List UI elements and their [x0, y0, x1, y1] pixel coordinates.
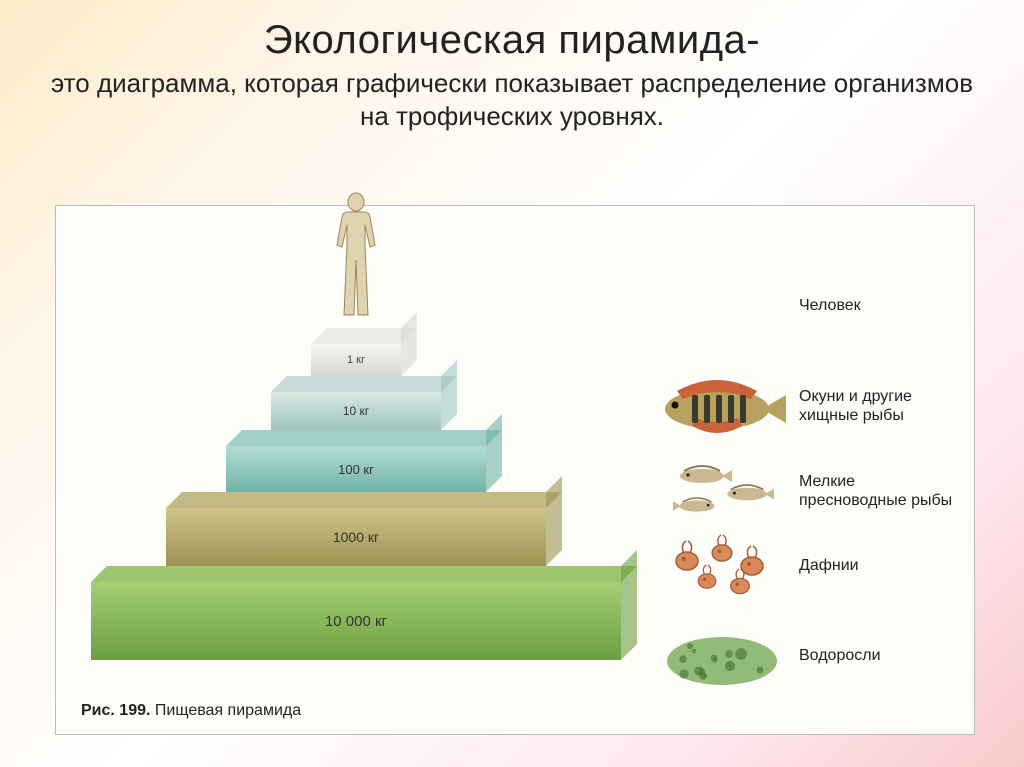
pyramid-tier-1: 10 кг — [271, 392, 441, 430]
tier-label: 100 кг — [226, 446, 486, 492]
page-subtitle: это диаграмма, которая графически показы… — [40, 67, 984, 132]
figure-caption: Рис. 199. Пищевая пирамида — [81, 702, 301, 720]
daphnia-icon — [644, 526, 799, 606]
figure-number: Рис. 199. — [81, 702, 150, 719]
level-row-1: Окуни и другие хищные рыбы — [644, 366, 954, 446]
tier-label: 10 000 кг — [91, 582, 621, 660]
level-label: Дафнии — [799, 556, 954, 575]
smallfish-icon — [644, 451, 799, 531]
pyramid-tier-2: 100 кг — [226, 446, 486, 492]
level-row-4: Водоросли — [644, 616, 954, 696]
level-label: Мелкие пресноводные рыбы — [799, 472, 954, 510]
algae-icon — [644, 616, 799, 696]
pyramid-tier-4: 10 000 кг — [91, 582, 621, 660]
level-labels: Человек Окуни и другие хищные рыбы Мелки… — [644, 226, 954, 686]
tier-label: 1 кг — [311, 344, 401, 376]
level-row-3: Дафнии — [644, 526, 954, 606]
pyramid-tier-0: 1 кг — [311, 344, 401, 376]
level-row-0: Человек — [644, 266, 954, 346]
figure-caption-text: Пищевая пирамида — [155, 702, 301, 719]
human-silhouette-icon — [331, 190, 381, 330]
page-title: Экологическая пирамида- — [40, 18, 984, 63]
tier-label: 1000 кг — [166, 508, 546, 566]
level-label: Человек — [799, 296, 954, 315]
level-row-2: Мелкие пресноводные рыбы — [644, 451, 954, 531]
perch-icon — [644, 366, 799, 446]
pyramid-diagram: 1 кг 10 кг 100 кг 1000 кг 10 000 кг — [76, 226, 636, 686]
level-label: Окуни и другие хищные рыбы — [799, 387, 954, 425]
figure-panel: 1 кг 10 кг 100 кг 1000 кг 10 000 кг Человек … — [55, 205, 975, 735]
level-label: Водоросли — [799, 646, 954, 665]
header-block: Экологическая пирамида- это диаграмма, к… — [0, 0, 1024, 142]
pyramid-tier-3: 1000 кг — [166, 508, 546, 566]
tier-label: 10 кг — [271, 392, 441, 430]
